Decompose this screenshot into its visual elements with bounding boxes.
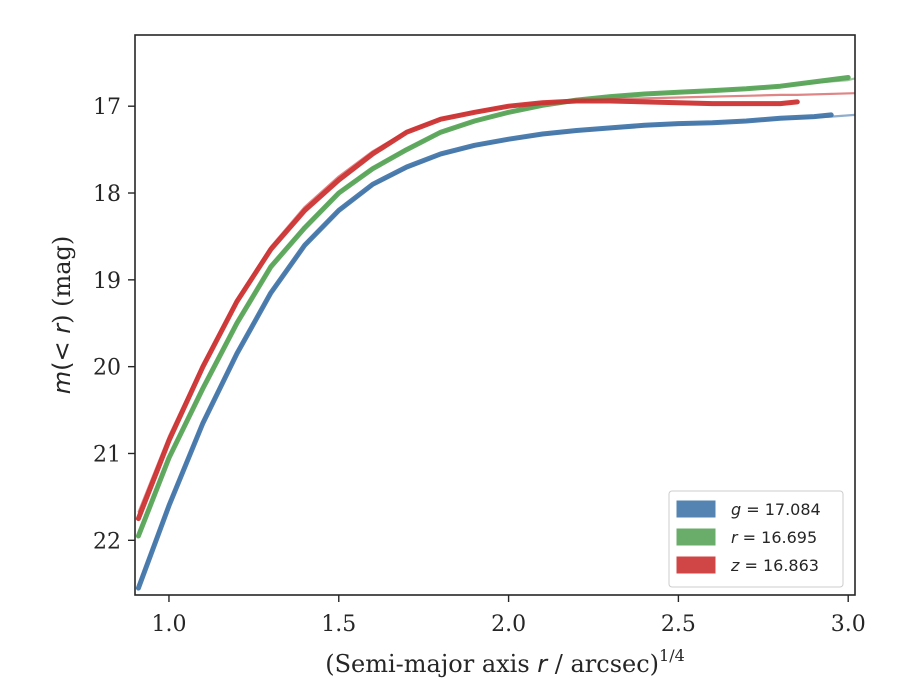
legend-label-r: r = 16.695 <box>731 528 817 547</box>
series-layer <box>135 75 855 591</box>
series-z <box>135 92 855 522</box>
y-axis-title: m(< r) (mag) <box>48 236 76 395</box>
plot-frame <box>134 34 856 596</box>
series-r <box>135 75 855 539</box>
legend: g = 17.084 r = 16.695 z = 16.863 <box>668 490 844 588</box>
x-axis-ticks: 1.0 1.5 2.0 2.5 3.0 <box>151 595 866 637</box>
legend-label-g: g = 17.084 <box>731 500 821 519</box>
y-tick-label: 21 <box>93 442 121 467</box>
y-tick-label: 19 <box>93 269 121 294</box>
legend-swatch-r <box>676 528 716 546</box>
x-axis-title: (Semi-major axis r / arcsec)1/4 <box>325 646 685 678</box>
x-axis-title-var: r <box>537 650 549 678</box>
y-tick-label: 20 <box>93 356 121 381</box>
x-tick-label: 1.0 <box>151 612 186 637</box>
x-tick-label: 3.0 <box>831 612 866 637</box>
x-axis-title-exponent: 1/4 <box>659 646 685 665</box>
y-axis-ticks: 17 18 19 20 21 22 <box>93 95 135 554</box>
series-g-model-line <box>137 113 855 586</box>
series-g <box>135 112 855 591</box>
x-tick-label: 1.5 <box>321 612 356 637</box>
series-r-model-line <box>137 77 855 534</box>
x-tick-label: 2.5 <box>661 612 696 637</box>
y-axis-title-mid: (< <box>48 334 76 371</box>
series-z-data-line <box>135 98 800 522</box>
legend-label-z: z = 16.863 <box>730 556 819 575</box>
legend-swatch-z <box>676 556 716 574</box>
y-tick-label: 17 <box>93 95 121 120</box>
y-axis-title-r: r <box>48 322 76 334</box>
x-axis-title-suffix: / arcsec) <box>547 650 659 678</box>
y-tick-label: 22 <box>93 529 121 554</box>
series-z-model-line <box>137 92 855 513</box>
y-axis-title-var: m <box>48 371 76 394</box>
legend-swatch-g <box>676 500 716 518</box>
x-tick-label: 2.0 <box>491 612 526 637</box>
y-axis-title-end: ) (mag) <box>48 236 76 324</box>
x-axis-title-prefix: (Semi-major axis <box>325 650 537 678</box>
y-tick-label: 18 <box>93 182 121 207</box>
